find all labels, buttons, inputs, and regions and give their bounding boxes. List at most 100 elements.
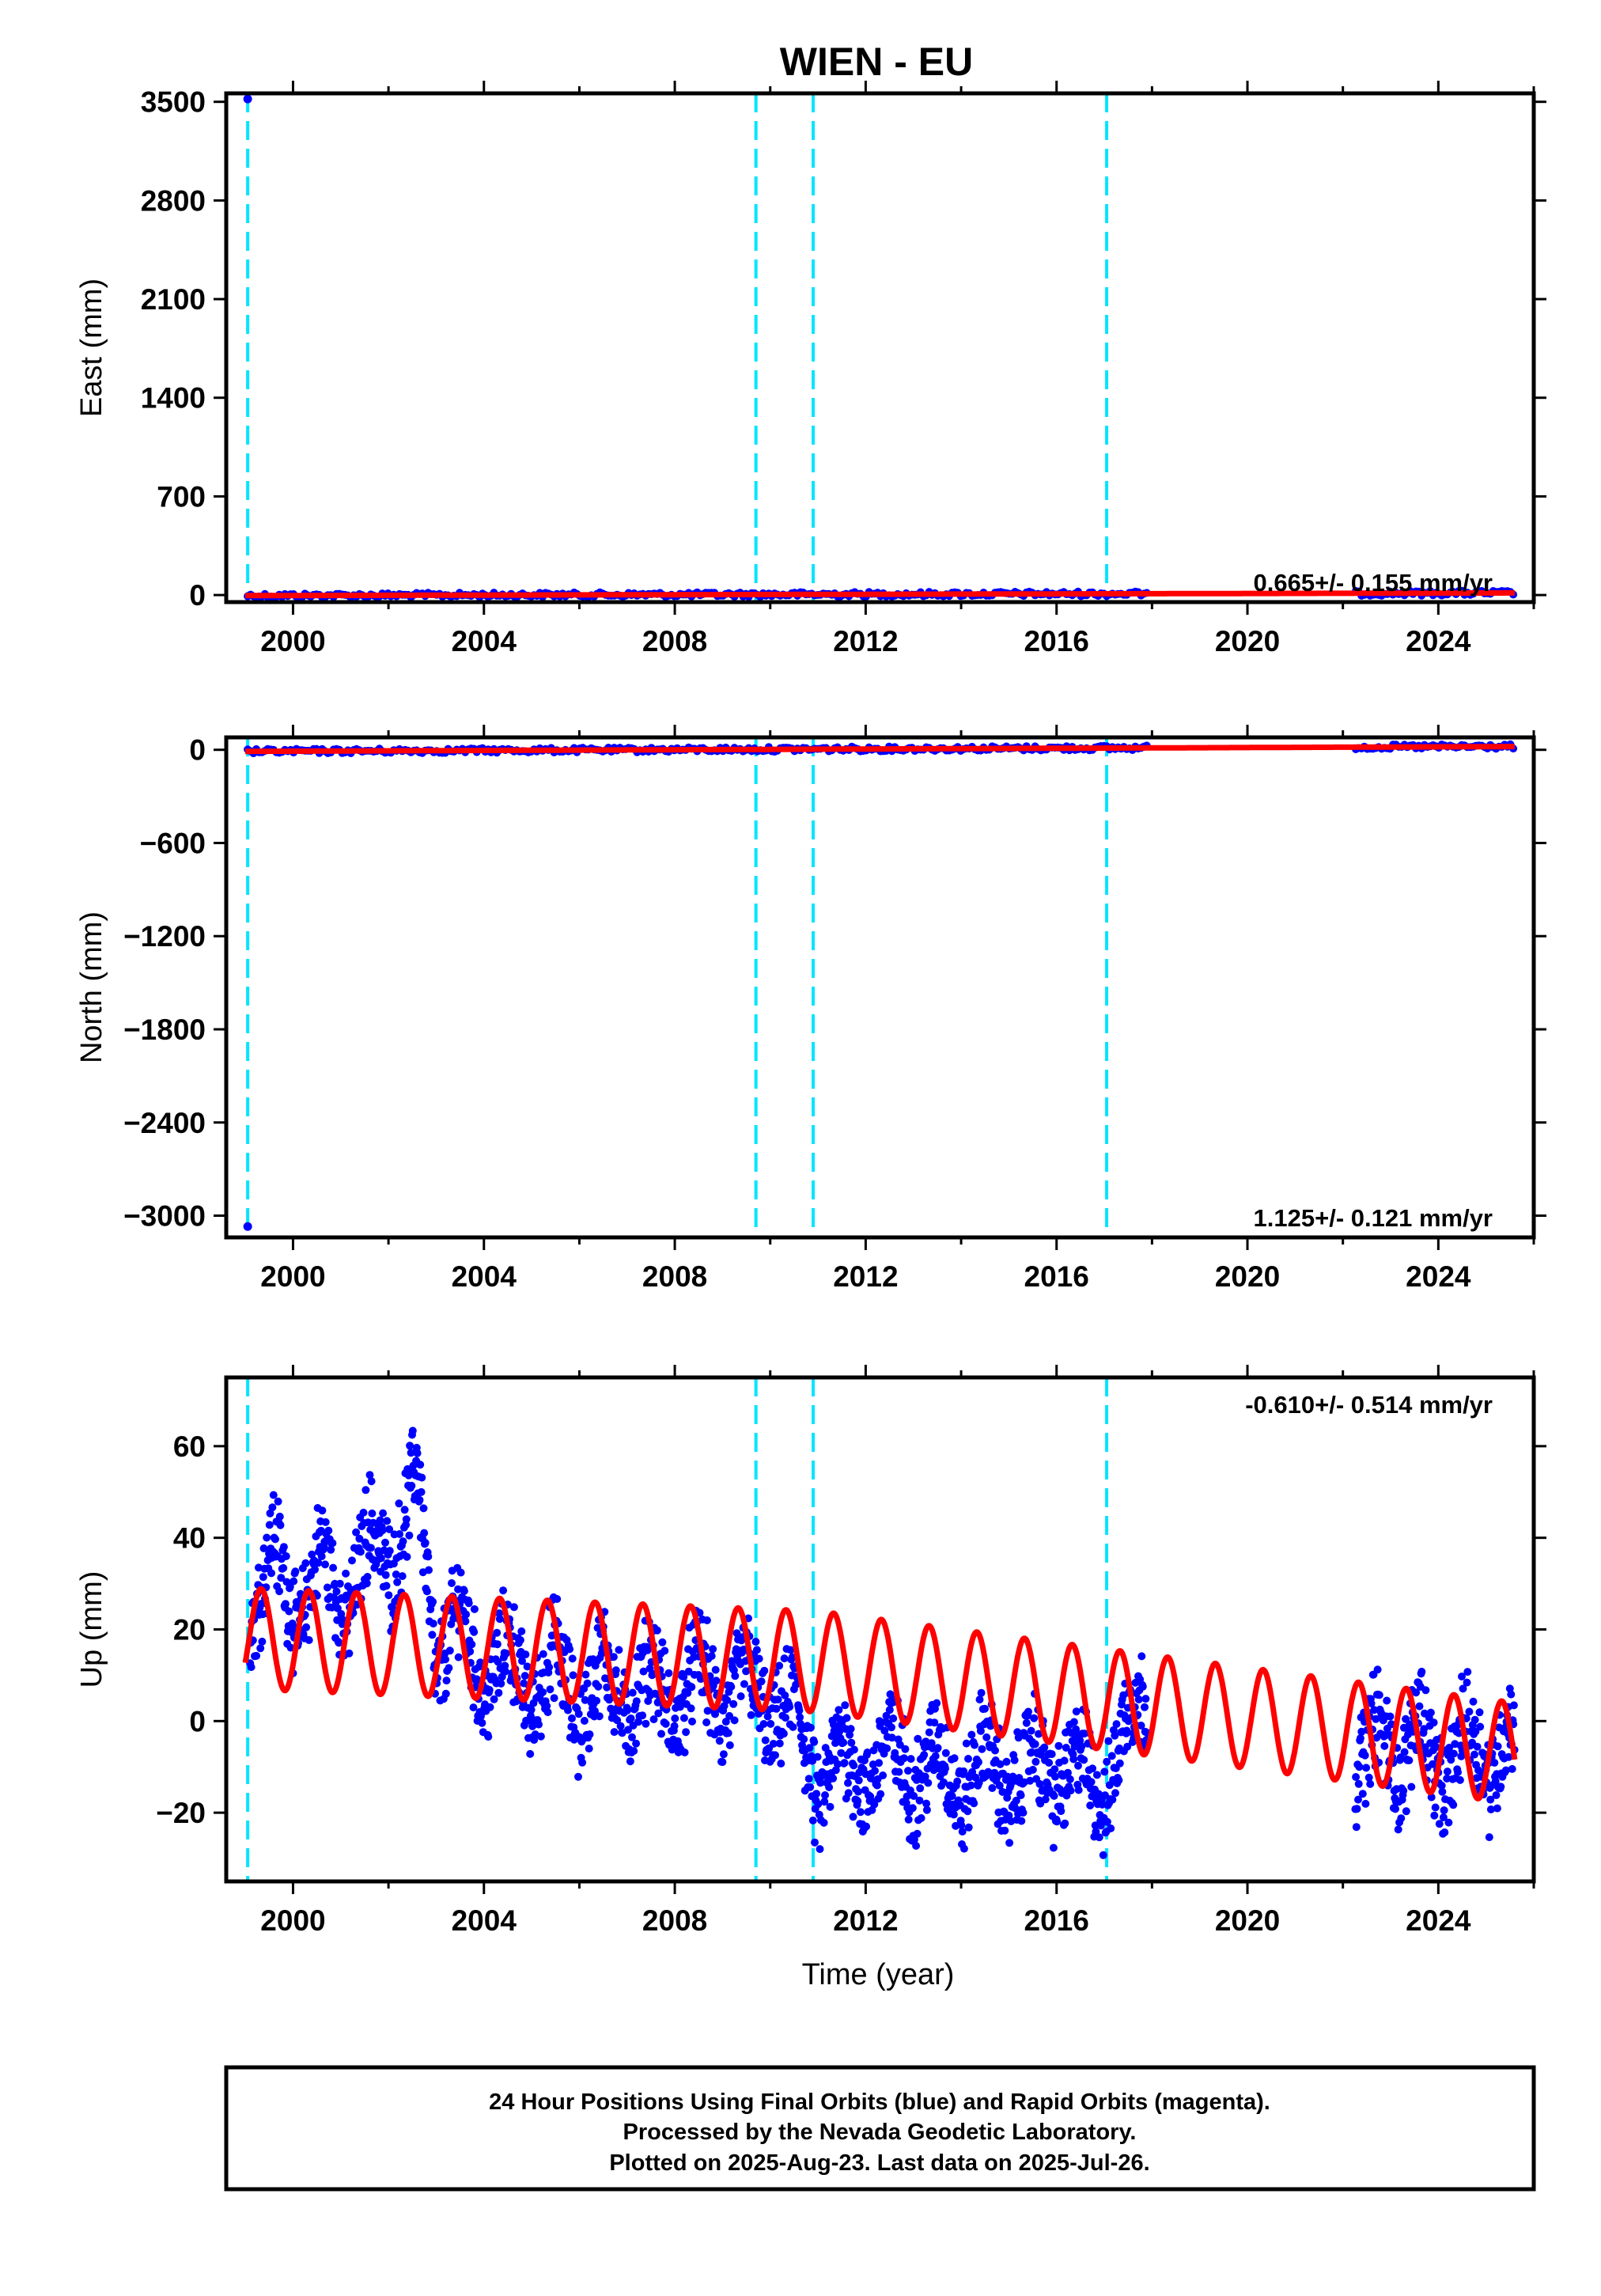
data-point xyxy=(1354,1779,1363,1788)
data-point xyxy=(490,1695,498,1703)
data-point xyxy=(702,1718,711,1726)
data-point xyxy=(841,1701,850,1710)
data-point xyxy=(1443,1767,1451,1776)
x-tick-label-north: 2024 xyxy=(1406,1260,1471,1293)
data-point xyxy=(501,1649,510,1658)
data-point xyxy=(879,1771,888,1779)
data-point xyxy=(657,1730,665,1738)
outlier-point-north xyxy=(243,1222,252,1231)
data-point xyxy=(729,1699,738,1708)
data-point xyxy=(1054,1741,1063,1750)
data-point xyxy=(376,1516,384,1525)
data-point xyxy=(811,1838,819,1847)
x-tick-label-up: 2016 xyxy=(1024,1904,1089,1937)
footer-line-2: Processed by the Nevada Geodetic Laborat… xyxy=(623,2120,1137,2145)
data-point xyxy=(1358,1790,1367,1798)
data-point xyxy=(470,1627,479,1636)
data-point xyxy=(922,1805,931,1814)
data-point xyxy=(384,1591,393,1600)
x-tick-label-east: 2024 xyxy=(1406,625,1471,657)
y-axis-title-north: North (mm) xyxy=(75,911,108,1063)
data-point xyxy=(1012,1796,1020,1805)
data-point xyxy=(1024,1707,1032,1716)
data-point xyxy=(1366,1779,1375,1788)
data-point xyxy=(761,1736,770,1745)
data-point xyxy=(1065,1775,1074,1783)
data-point xyxy=(727,1683,736,1691)
data-point xyxy=(381,1570,390,1579)
x-tick-label-east: 2012 xyxy=(833,625,898,657)
data-point xyxy=(259,1573,267,1582)
panel-north: 2000 2004 2008 2012 2016 2020 2024 0 −600 −1200 −1… xyxy=(75,725,1546,1293)
data-point xyxy=(454,1585,462,1593)
data-point xyxy=(609,1653,618,1661)
data-point xyxy=(1507,1690,1516,1699)
data-point xyxy=(279,1563,288,1572)
data-point xyxy=(875,1759,884,1767)
data-point xyxy=(467,1640,476,1649)
data-point xyxy=(844,1779,852,1787)
data-point xyxy=(1491,1777,1500,1786)
y-tick-label-east: 0 xyxy=(189,579,206,612)
data-point xyxy=(366,1544,375,1552)
data-point xyxy=(806,1723,815,1732)
data-point xyxy=(1440,1806,1448,1815)
data-point xyxy=(305,1636,313,1644)
panel-east: 2000 2004 2008 2012 2016 2020 2024 0 700 1400 2100… xyxy=(75,81,1546,657)
data-point xyxy=(266,1509,274,1517)
data-point xyxy=(282,1600,290,1608)
data-point xyxy=(1103,1817,1111,1826)
data-point xyxy=(623,1706,632,1714)
data-point xyxy=(795,1707,804,1715)
data-point xyxy=(731,1672,740,1680)
y-tick-label-up: 0 xyxy=(189,1705,206,1737)
data-point xyxy=(910,1792,918,1800)
data-point xyxy=(740,1680,748,1688)
data-point xyxy=(915,1796,924,1805)
data-point xyxy=(835,1706,843,1714)
data-point xyxy=(580,1717,589,1725)
data-point xyxy=(574,1710,583,1718)
data-point xyxy=(407,1449,415,1457)
y-tick-label-east: 3500 xyxy=(141,86,206,119)
data-point xyxy=(527,1706,536,1714)
data-point xyxy=(1111,1789,1119,1798)
data-point xyxy=(1380,1741,1389,1750)
data-point xyxy=(653,1626,661,1635)
data-point xyxy=(967,1730,976,1739)
data-point xyxy=(355,1534,364,1543)
data-point xyxy=(1047,1750,1056,1759)
plot-content-up xyxy=(242,1377,1519,1881)
data-point xyxy=(277,1574,286,1582)
data-point xyxy=(1072,1725,1081,1733)
data-point xyxy=(977,1688,986,1697)
data-point xyxy=(1400,1748,1409,1756)
data-point xyxy=(523,1662,532,1671)
data-point xyxy=(1475,1708,1484,1717)
data-point xyxy=(759,1720,768,1728)
data-point xyxy=(920,1751,929,1759)
data-point xyxy=(1493,1742,1502,1751)
data-point xyxy=(702,1616,711,1624)
data-point xyxy=(1035,1779,1044,1788)
data-point xyxy=(378,1526,387,1535)
y-tick-label-east: 2100 xyxy=(141,283,206,316)
data-point xyxy=(311,1565,319,1574)
data-point xyxy=(583,1679,592,1688)
data-point xyxy=(962,1739,971,1748)
data-point xyxy=(324,1526,333,1535)
x-tick-label-north: 2012 xyxy=(833,1260,898,1293)
data-point xyxy=(1352,1773,1361,1781)
data-point xyxy=(332,1587,341,1596)
data-point xyxy=(1445,1744,1454,1752)
data-point xyxy=(1053,1817,1062,1826)
data-point xyxy=(998,1787,1007,1796)
data-point xyxy=(1427,1793,1436,1802)
data-point xyxy=(658,1638,667,1646)
data-point xyxy=(632,1739,641,1748)
data-point xyxy=(595,1712,604,1721)
data-point xyxy=(1122,1726,1131,1735)
data-point xyxy=(816,1845,824,1854)
data-point xyxy=(425,1566,433,1574)
data-point xyxy=(1035,1730,1043,1738)
